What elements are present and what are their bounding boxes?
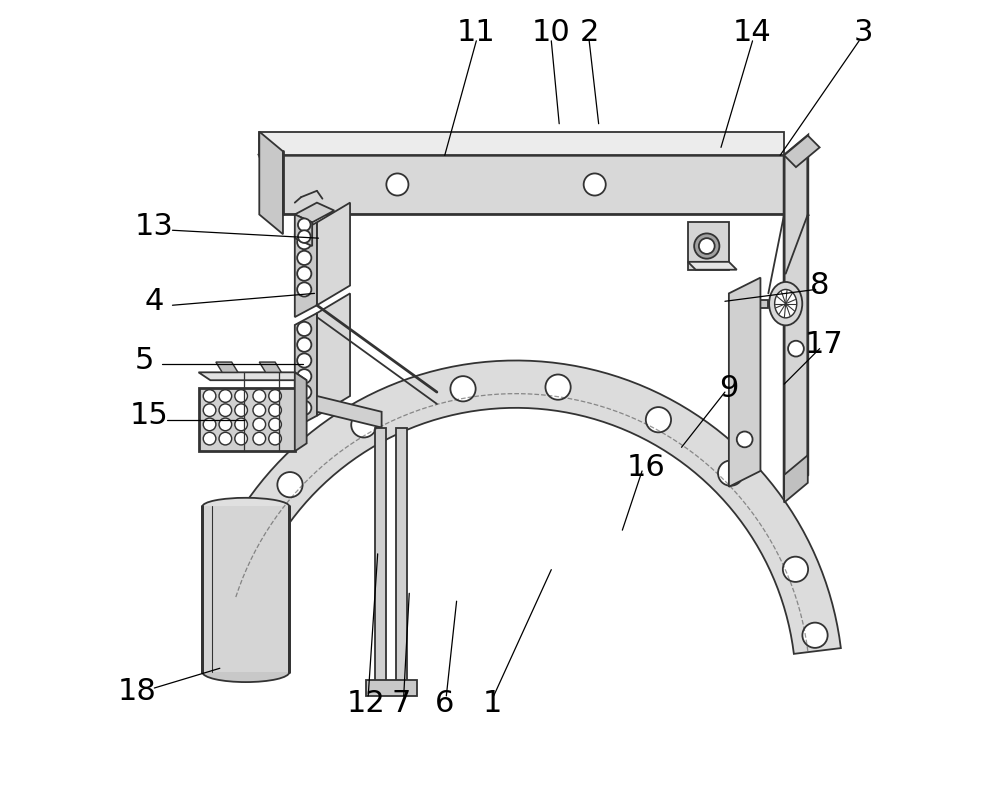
Circle shape — [269, 390, 281, 402]
Polygon shape — [216, 362, 238, 372]
Circle shape — [783, 557, 808, 582]
Circle shape — [298, 219, 311, 231]
Polygon shape — [317, 293, 350, 416]
Circle shape — [219, 404, 232, 417]
Polygon shape — [317, 203, 350, 305]
Circle shape — [253, 432, 266, 445]
Circle shape — [297, 251, 311, 265]
Circle shape — [253, 404, 266, 417]
Polygon shape — [259, 362, 281, 372]
Text: 9: 9 — [719, 374, 739, 402]
Text: 2: 2 — [579, 18, 599, 48]
Circle shape — [203, 390, 216, 402]
Circle shape — [297, 337, 311, 352]
Text: 10: 10 — [532, 18, 571, 48]
Circle shape — [235, 432, 247, 445]
Circle shape — [219, 432, 232, 445]
Circle shape — [584, 173, 606, 196]
Circle shape — [235, 404, 247, 417]
Ellipse shape — [202, 662, 289, 682]
Polygon shape — [375, 428, 386, 688]
Ellipse shape — [775, 289, 797, 318]
Circle shape — [297, 385, 311, 399]
Text: 12: 12 — [346, 689, 385, 718]
Polygon shape — [295, 215, 312, 246]
Text: 6: 6 — [435, 689, 454, 718]
Circle shape — [203, 404, 216, 417]
Polygon shape — [317, 396, 382, 428]
Circle shape — [351, 413, 376, 437]
Circle shape — [235, 390, 247, 402]
Polygon shape — [366, 680, 417, 696]
Text: 5: 5 — [135, 346, 155, 375]
Polygon shape — [688, 223, 729, 270]
Polygon shape — [202, 507, 289, 672]
Circle shape — [545, 375, 571, 400]
Text: 16: 16 — [627, 452, 665, 482]
Circle shape — [269, 432, 281, 445]
Circle shape — [297, 353, 311, 367]
Circle shape — [235, 533, 260, 558]
Circle shape — [219, 418, 232, 431]
Circle shape — [253, 418, 266, 431]
Circle shape — [386, 173, 408, 196]
Circle shape — [269, 404, 281, 417]
Circle shape — [297, 235, 311, 249]
Circle shape — [298, 230, 311, 243]
Circle shape — [297, 267, 311, 281]
Text: 11: 11 — [457, 18, 496, 48]
Circle shape — [219, 390, 232, 402]
Text: 7: 7 — [392, 689, 411, 718]
Text: 18: 18 — [118, 677, 156, 706]
Polygon shape — [259, 131, 283, 234]
Polygon shape — [204, 360, 841, 654]
Circle shape — [788, 341, 804, 356]
Polygon shape — [729, 299, 768, 307]
Polygon shape — [199, 372, 307, 380]
Circle shape — [253, 390, 266, 402]
Circle shape — [297, 369, 311, 383]
Text: 3: 3 — [853, 18, 873, 48]
Polygon shape — [784, 135, 808, 495]
Circle shape — [694, 234, 719, 259]
Polygon shape — [729, 278, 760, 487]
Text: 17: 17 — [804, 330, 843, 360]
Polygon shape — [295, 313, 317, 428]
Circle shape — [718, 460, 743, 485]
Polygon shape — [784, 135, 820, 167]
Text: 15: 15 — [129, 402, 168, 430]
Circle shape — [450, 376, 476, 402]
Polygon shape — [259, 155, 808, 215]
Text: 8: 8 — [810, 271, 829, 300]
Polygon shape — [688, 262, 737, 270]
Polygon shape — [295, 223, 317, 317]
Polygon shape — [295, 203, 334, 223]
Circle shape — [269, 418, 281, 431]
Circle shape — [203, 418, 216, 431]
Circle shape — [235, 418, 247, 431]
Circle shape — [277, 472, 303, 497]
Ellipse shape — [769, 282, 802, 326]
Polygon shape — [396, 428, 407, 688]
Circle shape — [297, 322, 311, 336]
Circle shape — [802, 623, 828, 648]
Polygon shape — [199, 388, 295, 451]
Circle shape — [699, 238, 715, 254]
Polygon shape — [784, 455, 808, 503]
Polygon shape — [259, 131, 784, 155]
Polygon shape — [295, 372, 307, 451]
Circle shape — [203, 432, 216, 445]
Circle shape — [737, 432, 753, 447]
Circle shape — [646, 407, 671, 432]
Text: 4: 4 — [145, 287, 164, 316]
Circle shape — [297, 283, 311, 296]
Ellipse shape — [202, 498, 289, 515]
Text: 1: 1 — [482, 689, 502, 718]
Circle shape — [297, 401, 311, 415]
Text: 13: 13 — [135, 211, 174, 241]
Text: 14: 14 — [733, 18, 772, 48]
